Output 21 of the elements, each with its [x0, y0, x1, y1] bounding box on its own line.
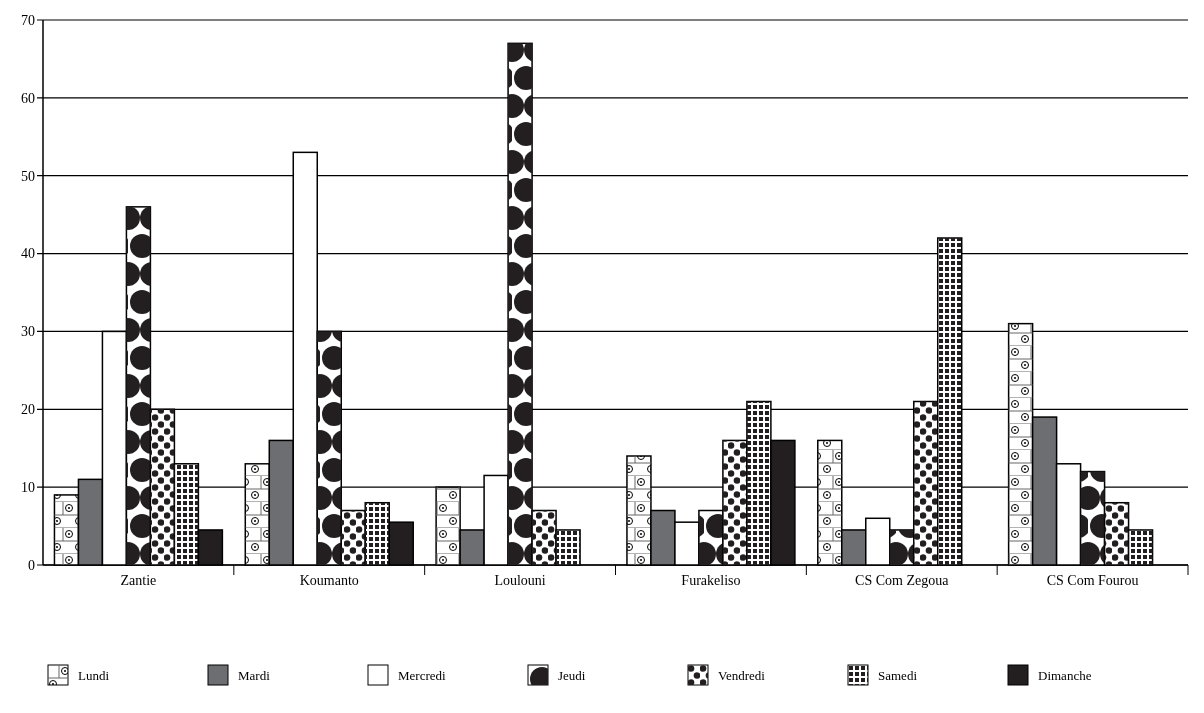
x-tick-label: Furakeliso — [681, 573, 741, 588]
x-tick-label: Koumanto — [299, 573, 359, 588]
y-tick-label: 40 — [21, 246, 35, 262]
legend-label: Mercredi — [398, 667, 447, 683]
legend-label: Dimanche — [1038, 667, 1092, 683]
legend-label: Mardi — [238, 667, 271, 683]
y-tick-label: 0 — [28, 557, 35, 573]
y-tick-label: 70 — [21, 12, 35, 28]
x-tick-label: Loulouni — [494, 573, 546, 588]
y-tick-label: 50 — [21, 168, 35, 184]
y-tick-label: 10 — [21, 480, 35, 496]
y-tick-label: 60 — [21, 90, 35, 106]
legend-label: Lundi — [78, 667, 110, 683]
legend-label: Samedi — [878, 667, 918, 683]
y-tick-label: 30 — [21, 324, 35, 340]
x-tick-label: CS Com Zegoua — [855, 573, 950, 588]
x-tick-label: CS Com Fourou — [1046, 573, 1139, 588]
x-tick-label: Zantie — [120, 573, 157, 588]
legend-label: Jeudi — [558, 667, 586, 683]
y-tick-label: 20 — [21, 402, 35, 418]
legend-label: Vendredi — [718, 667, 766, 683]
